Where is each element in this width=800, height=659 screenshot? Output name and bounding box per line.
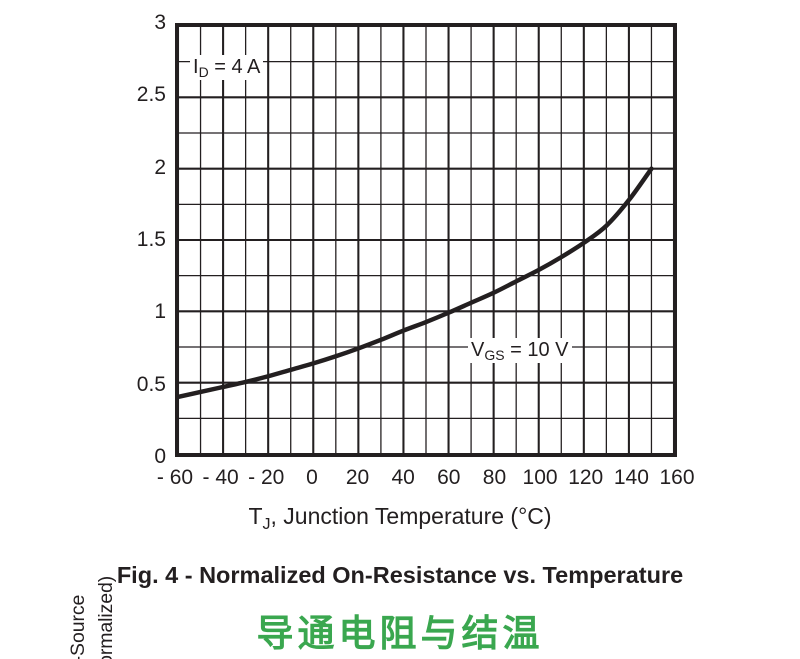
y-axis-tick-label: 3 [154,11,166,34]
y-axis-tick-label: 1.5 [136,228,166,251]
y-axis-tick-labels: 0 0.5 1 1.5 2 2.5 3 [124,0,166,659]
x-axis-tick-label: 60 [437,466,461,489]
annotation-gate-voltage-post: = 10 V [504,339,569,361]
x-axis-tick-label: 120 [568,466,604,489]
y-axis-tick-label: 0.5 [136,372,166,396]
plot-area: ID = 4 A VGS = 10 V [175,23,677,457]
plot-svg [178,26,674,454]
annotation-drain-current-pre: I [193,56,199,78]
annotation-drain-current-post: = 4 A [208,56,261,78]
x-axis-tick-label: 100 [522,466,558,489]
y-axis-tick-label: 1 [154,300,166,324]
x-axis-tick-label: 160 [659,466,695,489]
x-axis-tick-label: 140 [613,466,649,489]
x-axis-tick-label: 40 [391,466,415,489]
x-axis-tick-label: 0 [306,466,318,489]
data-curve [178,166,654,400]
y-axis-tick-label: 0 [154,445,166,468]
x-axis-tick-label: 20 [345,466,370,489]
x-axis-tick-label: - 20 [248,466,285,489]
x-axis-tick-label: - 60 [156,466,194,489]
x-axis-tick-label: - 40 [202,466,239,489]
x-axis-tick-label: 80 [482,466,507,489]
y-axis-tick-label: 2.5 [136,83,166,107]
x-axis-title-subscript: J [262,516,271,533]
annotation-drain-current: ID = 4 A [190,55,264,80]
annotation-gate-voltage-pre: V [471,339,485,361]
x-axis-tick-labels: - 60 - 40 - 20 0 20 40 60 80 100 120 140 160 [157,466,695,494]
figure-caption: Fig. 4 - Normalized On-Resistance vs. Te… [116,562,684,588]
x-axis-title-post: , Junction Temperature (°C) [270,503,552,529]
annotation-gate-voltage: VGS = 10 V [468,338,572,363]
x-axis-title: TJ, Junction Temperature (°C) [0,503,800,533]
chinese-subtitle: 导通电阻与结温 [256,613,544,654]
annotation-gate-voltage-subscript: GS [484,347,505,363]
x-axis-title-pre: T [248,503,263,529]
annotation-drain-current-subscript: D [198,64,209,80]
y-axis-tick-label: 2 [154,155,166,179]
